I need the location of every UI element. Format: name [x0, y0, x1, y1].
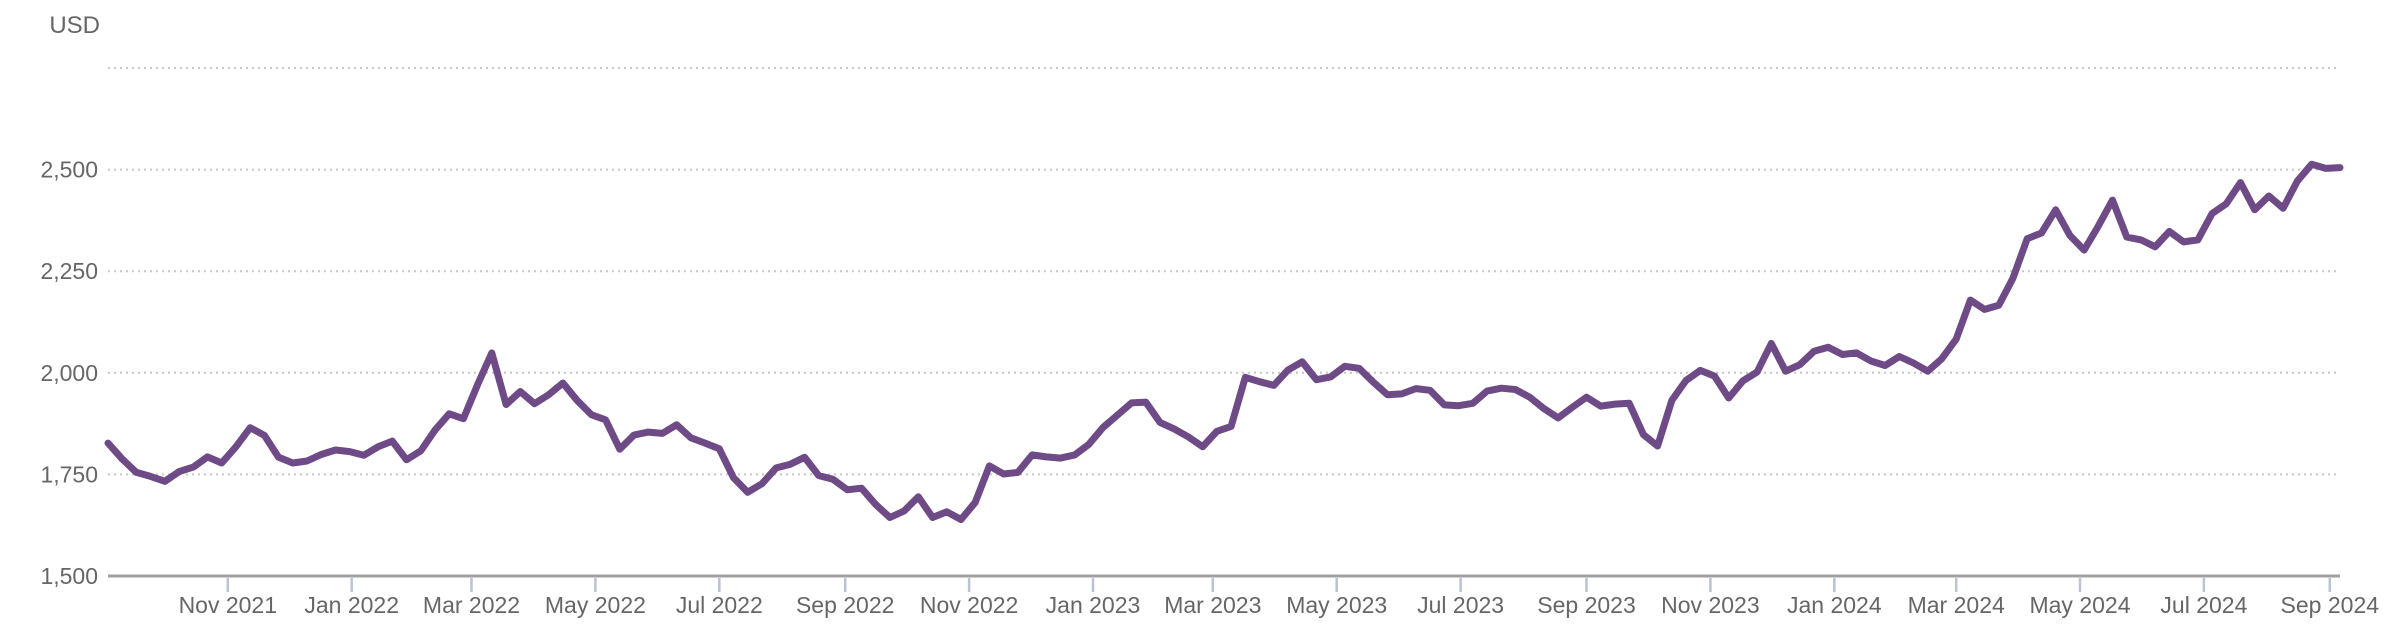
y-tick-label: 2,250: [40, 258, 98, 284]
y-tick-label: 1,750: [40, 461, 98, 487]
x-tick-label: Jan 2022: [304, 592, 399, 618]
x-tick-label: Nov 2021: [179, 592, 277, 618]
x-tick-label: May 2024: [2029, 592, 2130, 618]
series-group: [104, 160, 2344, 523]
x-tick-label: Jul 2023: [1417, 592, 1504, 618]
x-tick-label: Jan 2023: [1046, 592, 1141, 618]
x-tick-label: May 2023: [1286, 592, 1387, 618]
x-tick-label: Mar 2024: [1908, 592, 2005, 618]
x-tick-label: Sep 2022: [796, 592, 894, 618]
y-axis-title: USD: [49, 12, 100, 39]
axis-group: [108, 574, 2340, 592]
x-tick-label: Jul 2024: [2160, 592, 2247, 618]
x-tick-label: Mar 2022: [423, 592, 520, 618]
x-tick-label: Jul 2022: [676, 592, 763, 618]
y-tick-label: 2,000: [40, 360, 98, 386]
x-tick-label: Jan 2024: [1787, 592, 1882, 618]
x-tick-label: Sep 2024: [2281, 592, 2380, 618]
price-line-series: [104, 160, 2344, 523]
x-tick-label: May 2022: [545, 592, 646, 618]
x-tick-label: Sep 2023: [1537, 592, 1635, 618]
y-tick-label: 2,500: [40, 157, 98, 183]
y-tick-label: 1,500: [40, 563, 98, 589]
x-tick-label: Nov 2022: [920, 592, 1018, 618]
axis-labels-group: Nov 2021 Jan 2022 Mar 2022 May 2022 Jul 2022…: [40, 157, 2379, 618]
x-tick-label: Mar 2023: [1164, 592, 1261, 618]
gridlines-group: [108, 67, 2340, 476]
x-tick-label: Nov 2023: [1661, 592, 1759, 618]
